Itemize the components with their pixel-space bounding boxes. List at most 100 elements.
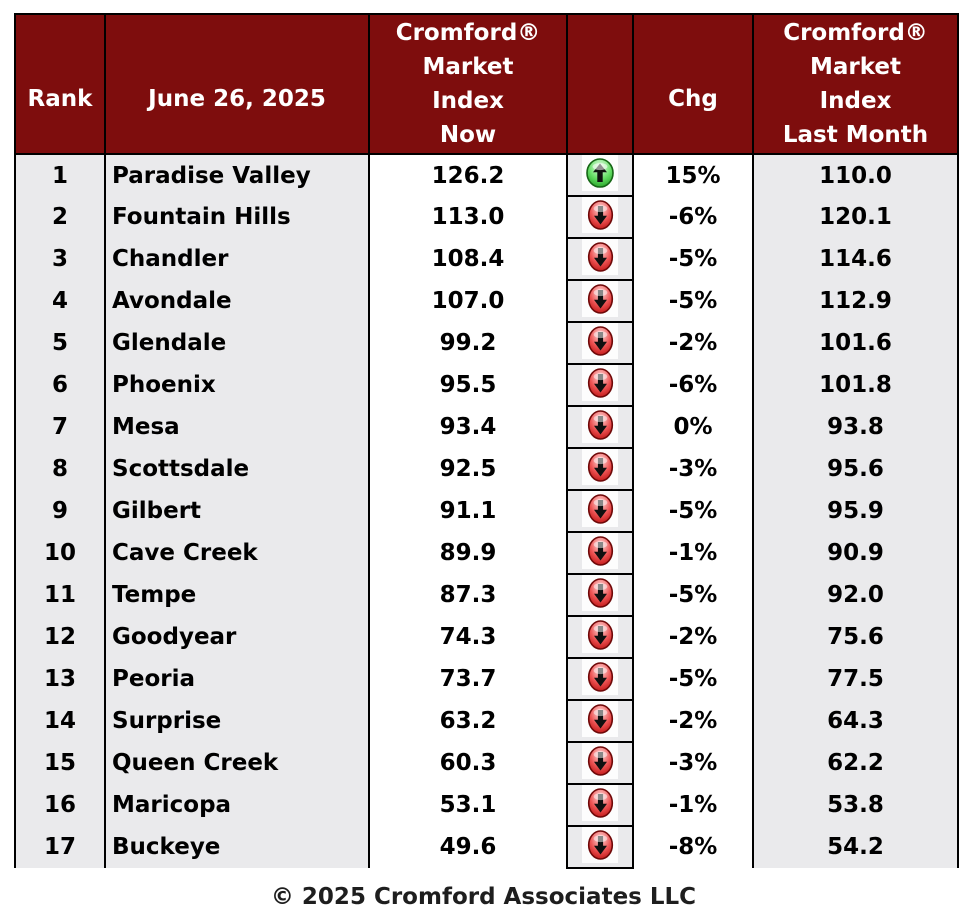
table-row: 1 Paradise Valley 126.2 15% 110.0 (14, 154, 959, 197)
rank-cell: 13 (14, 658, 106, 700)
index-now-cell: 91.1 (368, 490, 568, 532)
chg-cell: 0% (632, 406, 754, 448)
arrow-cell (566, 658, 634, 701)
chg-cell: -2% (632, 700, 754, 742)
rank-cell: 8 (14, 448, 106, 490)
down-arrow-icon (582, 617, 618, 653)
down-arrow-icon (582, 491, 618, 527)
rank-cell: 12 (14, 616, 106, 658)
rank-cell: 14 (14, 700, 106, 742)
index-now-cell: 87.3 (368, 574, 568, 616)
arrow-cell (566, 448, 634, 491)
index-last-cell: 120.1 (752, 196, 959, 238)
header-arrow (566, 13, 634, 155)
city-cell: Glendale (104, 322, 370, 364)
city-cell: Fountain Hills (104, 196, 370, 238)
down-arrow-icon (582, 239, 618, 275)
index-now-cell: 60.3 (368, 742, 568, 784)
arrow-cell (566, 826, 634, 869)
arrow-cell (566, 280, 634, 323)
rank-cell: 3 (14, 238, 106, 280)
down-arrow-icon (582, 785, 618, 821)
table-row: 15 Queen Creek 60.3 -3% 62.2 (14, 742, 959, 785)
rank-cell: 16 (14, 784, 106, 826)
city-cell: Paradise Valley (104, 154, 370, 196)
index-now-cell: 108.4 (368, 238, 568, 280)
rank-cell: 9 (14, 490, 106, 532)
index-last-cell: 92.0 (752, 574, 959, 616)
table-row: 10 Cave Creek 89.9 -1% 90.9 (14, 532, 959, 575)
table-row: 13 Peoria 73.7 -5% 77.5 (14, 658, 959, 701)
index-last-cell: 110.0 (752, 154, 959, 196)
down-arrow-icon (582, 407, 618, 443)
table-row: 12 Goodyear 74.3 -2% 75.6 (14, 616, 959, 659)
arrow-cell (566, 784, 634, 827)
city-cell: Phoenix (104, 364, 370, 406)
table-row: 16 Maricopa 53.1 -1% 53.8 (14, 784, 959, 827)
city-cell: Gilbert (104, 490, 370, 532)
table-row: 3 Chandler 108.4 -5% 114.6 (14, 238, 959, 281)
chg-cell: -5% (632, 280, 754, 322)
arrow-cell (566, 742, 634, 785)
chg-cell: -3% (632, 448, 754, 490)
header-date: June 26, 2025 (104, 13, 370, 155)
chg-cell: -6% (632, 196, 754, 238)
header-chg: Chg (632, 13, 754, 155)
index-last-cell: 64.3 (752, 700, 959, 742)
arrow-cell (566, 364, 634, 407)
table-row: 4 Avondale 107.0 -5% 112.9 (14, 280, 959, 323)
city-cell: Scottsdale (104, 448, 370, 490)
index-last-cell: 95.9 (752, 490, 959, 532)
table-body: 1 Paradise Valley 126.2 15% 110.0 2 Fountain H… (14, 154, 959, 869)
down-arrow-icon (582, 281, 618, 317)
table-row: 11 Tempe 87.3 -5% 92.0 (14, 574, 959, 617)
table-row: 14 Surprise 63.2 -2% 64.3 (14, 700, 959, 743)
index-now-cell: 49.6 (368, 826, 568, 868)
rank-cell: 10 (14, 532, 106, 574)
copyright-footer: © 2025 Cromford Associates LLC (270, 884, 697, 910)
arrow-cell (566, 700, 634, 743)
table-row: 7 Mesa 93.4 0% 93.8 (14, 406, 959, 449)
city-cell: Buckeye (104, 826, 370, 868)
index-last-cell: 53.8 (752, 784, 959, 826)
chg-cell: -5% (632, 658, 754, 700)
chg-cell: -1% (632, 532, 754, 574)
header-index-now: Cromford® Market Index Now (368, 13, 568, 155)
city-cell: Avondale (104, 280, 370, 322)
table-row: 9 Gilbert 91.1 -5% 95.9 (14, 490, 959, 533)
rank-cell: 17 (14, 826, 106, 868)
arrow-cell (566, 154, 634, 197)
down-arrow-icon (582, 659, 618, 695)
down-arrow-icon (582, 197, 618, 233)
index-now-cell: 53.1 (368, 784, 568, 826)
city-cell: Goodyear (104, 616, 370, 658)
city-cell: Cave Creek (104, 532, 370, 574)
index-now-cell: 92.5 (368, 448, 568, 490)
arrow-cell (566, 406, 634, 449)
rank-cell: 15 (14, 742, 106, 784)
rank-cell: 6 (14, 364, 106, 406)
chg-cell: -2% (632, 616, 754, 658)
index-now-cell: 126.2 (368, 154, 568, 196)
rank-cell: 5 (14, 322, 106, 364)
city-cell: Mesa (104, 406, 370, 448)
rank-cell: 4 (14, 280, 106, 322)
chg-cell: -3% (632, 742, 754, 784)
chg-cell: -5% (632, 238, 754, 280)
header-row: Rank June 26, 2025 Cromford® Market Inde… (14, 13, 959, 155)
table-row: 8 Scottsdale 92.5 -3% 95.6 (14, 448, 959, 491)
arrow-cell (566, 490, 634, 533)
down-arrow-icon (582, 449, 618, 485)
city-cell: Surprise (104, 700, 370, 742)
arrow-cell (566, 238, 634, 281)
table-row: 2 Fountain Hills 113.0 -6% 120.1 (14, 196, 959, 239)
chg-cell: -5% (632, 490, 754, 532)
index-now-cell: 89.9 (368, 532, 568, 574)
table-row: 17 Buckeye 49.6 -8% 54.2 (14, 826, 959, 869)
index-now-cell: 107.0 (368, 280, 568, 322)
index-last-cell: 101.6 (752, 322, 959, 364)
index-now-cell: 73.7 (368, 658, 568, 700)
chg-cell: -2% (632, 322, 754, 364)
rank-cell: 11 (14, 574, 106, 616)
